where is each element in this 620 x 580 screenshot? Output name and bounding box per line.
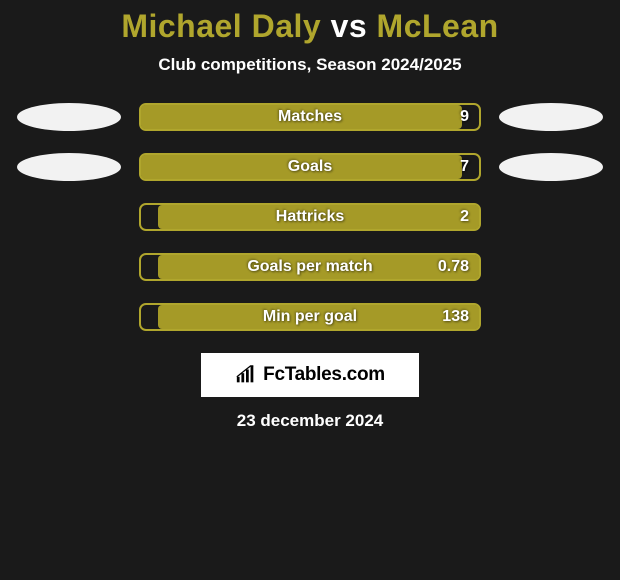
avatar-placeholder-right [499, 103, 603, 131]
stat-bar: Goals 7 [139, 153, 481, 181]
stat-row: Goals 7 [0, 153, 620, 181]
title-vs: vs [331, 8, 368, 44]
stat-value: 138 [442, 308, 469, 326]
brand-logo[interactable]: FcTables.com [201, 353, 419, 397]
stat-row: Goals per match 0.78 [0, 253, 620, 281]
stat-label: Min per goal [263, 308, 357, 326]
title-player2: McLean [367, 8, 499, 44]
brand-name: FcTables.com [263, 364, 385, 386]
page-title: Michael Daly vs McLean [0, 8, 620, 45]
title-player1: Michael Daly [121, 8, 330, 44]
avatar-placeholder-right [499, 153, 603, 181]
stat-bar: Matches 9 [139, 103, 481, 131]
stat-value: 7 [460, 158, 469, 176]
avatar-placeholder-left [17, 103, 121, 131]
stat-bar: Goals per match 0.78 [139, 253, 481, 281]
stats-chart: Matches 9 Goals 7 Hattricks 2 Goals per match 0… [0, 103, 620, 331]
snapshot-date: 23 december 2024 [0, 411, 620, 431]
widget-root: Michael Daly vs McLean Club competitions… [0, 0, 620, 431]
bar-chart-icon [235, 364, 257, 386]
stat-value: 9 [460, 108, 469, 126]
stat-row: Matches 9 [0, 103, 620, 131]
stat-bar: Hattricks 2 [139, 203, 481, 231]
stat-value: 2 [460, 208, 469, 226]
stat-row: Min per goal 138 [0, 303, 620, 331]
stat-value: 0.78 [438, 258, 469, 276]
stat-label: Hattricks [276, 208, 344, 226]
stat-row: Hattricks 2 [0, 203, 620, 231]
stat-label: Goals [288, 158, 332, 176]
stat-label: Matches [278, 108, 342, 126]
stat-label: Goals per match [247, 258, 372, 276]
subtitle: Club competitions, Season 2024/2025 [0, 55, 620, 75]
avatar-placeholder-left [17, 153, 121, 181]
stat-bar: Min per goal 138 [139, 303, 481, 331]
